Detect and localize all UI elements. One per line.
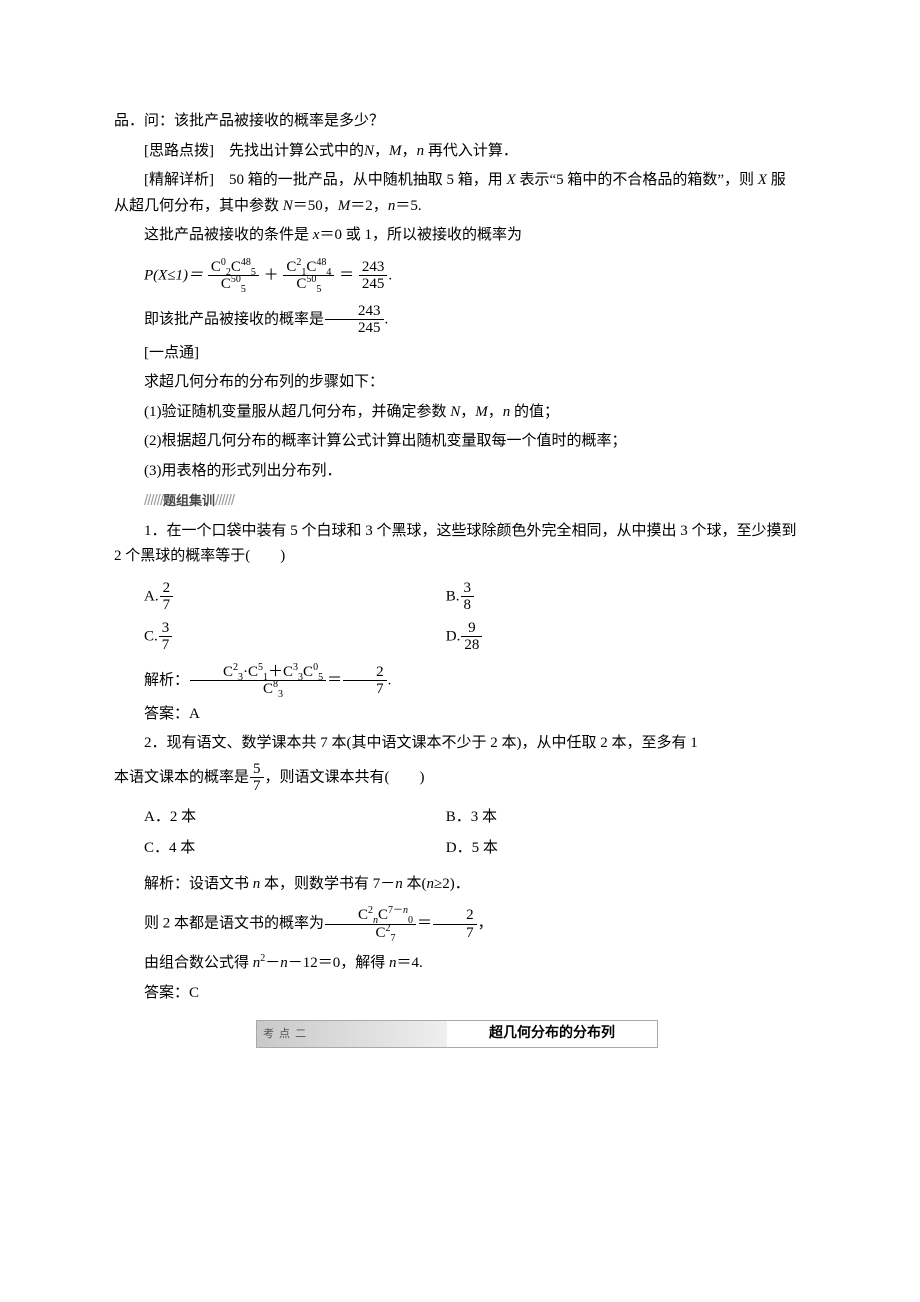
frac1-den: C505 [208, 276, 259, 293]
slashes-left: ////// [144, 492, 163, 509]
q1-options: A.27 C.37 B.38 D.928 [144, 574, 800, 660]
q2-optD: D．5 本 [446, 836, 748, 862]
q1-col-right: B.38 D.928 [446, 574, 748, 660]
q1-expl: 解析： C23·C51＋C33C05 C83 ＝ 2 7 . [114, 664, 800, 698]
formula-frac1: C02C485 C505 [208, 259, 259, 293]
q2-stem-b-pre: 本语文课本的概率是 [114, 769, 249, 785]
q2-optB: B．3 本 [446, 805, 748, 831]
q1-optC: C.37 [144, 620, 446, 654]
note-label: [一点通] [114, 341, 800, 367]
solution-conclusion: 即该批产品被接收的概率是 243 245 . [114, 303, 800, 337]
q1-optB: B.38 [446, 580, 748, 614]
q2-expl2-num: C2nC7－n0 [325, 907, 416, 925]
q2-col-right: B．3 本 D．5 本 [446, 799, 748, 868]
q2-expl2-pre: 则 2 本都是语文书的概率为 [144, 915, 324, 931]
formula-plus: ＋ [264, 267, 279, 283]
q2-stem-a: 2．现有语文、数学课本共 7 本(其中语文课本不少于 2 本)，从中任取 2 本… [114, 731, 800, 757]
q2-stem-b-post: ，则语文课本共有( ) [265, 769, 425, 785]
q1-optA-frac: 27 [160, 580, 174, 614]
q2-optC: C．4 本 [144, 836, 446, 862]
hint-line: [思路点拨] 先找出计算公式中的N，M，n 再代入计算． [114, 139, 800, 165]
q1-optC-pre: C. [144, 628, 158, 644]
drill-label-text: 题组集训 [163, 493, 215, 508]
q2-expl3: 由组合数公式得 n2－n－12＝0，解得 n＝4. [114, 951, 800, 977]
q1-optB-pre: B. [446, 588, 460, 604]
q1-expl-frac: C23·C51＋C33C05 C83 [190, 664, 326, 698]
conclusion-frac: 243 245 [325, 303, 384, 337]
q2-optA: A．2 本 [144, 805, 446, 831]
q2-expl2: 则 2 本都是语文书的概率为 C2nC7－n0 C27 ＝ 2 7 ， [114, 907, 800, 941]
section-right: 超几何分布的分布列 [447, 1021, 657, 1047]
q1-col-left: A.27 C.37 [144, 574, 446, 660]
solution-formula: P(X≤1)＝ C02C485 C505 ＋ C21C484 C505 ＝ 24… [144, 259, 800, 293]
result-den: 245 [359, 276, 388, 293]
q1-optB-frac: 38 [461, 580, 475, 614]
frac2-den: C505 [283, 276, 334, 293]
q2-expl2-eq: ＝ [417, 915, 432, 931]
solution-p1: 50 箱的一批产品，从中随机抽取 5 箱，用 X 表示“5 箱中的不合格品的箱数… [114, 172, 786, 214]
q1-optA-pre: A. [144, 588, 159, 604]
solution-p2: 这批产品被接收的条件是 x＝0 或 1，所以被接收的概率为 [114, 223, 800, 249]
q2-stem-b-frac: 57 [250, 761, 264, 795]
conclusion-tail: . [385, 311, 389, 327]
formula-eq: ＝ [339, 267, 354, 283]
q2-expl2-tail: ， [478, 915, 493, 931]
section-bar: 考 点 二 超几何分布的分布列 [256, 1020, 658, 1048]
q2-col-left: A．2 本 C．4 本 [144, 799, 446, 868]
note-s2: (2)根据超几何分布的概率计算公式计算出随机变量取每一个值时的概率； [114, 429, 800, 455]
conclusion-pre: 即该批产品被接收的概率是 [144, 311, 324, 327]
q1-optD-frac: 928 [461, 620, 482, 654]
q2-expl2-rfrac: 2 7 [433, 907, 477, 941]
q1-expl-tail: . [388, 672, 392, 688]
q1-optD-pre: D. [446, 628, 461, 644]
q1-optC-frac: 37 [159, 620, 173, 654]
formula-result: 243 245 [359, 259, 388, 293]
top-fragment: 品．问：该批产品被接收的概率是多少？ [114, 109, 800, 135]
q1-expl-den: C83 [190, 681, 326, 698]
q1-expl-num: C23·C51＋C33C05 [190, 664, 326, 682]
q1-ans: 答案：A [114, 702, 800, 728]
conclusion-den: 245 [325, 320, 384, 337]
q2-stem-b: 本语文课本的概率是57，则语文课本共有( ) [114, 761, 800, 795]
q2-expl1: 解析：设语文书 n 本，则数学书有 7－n 本(n≥2)． [114, 872, 800, 898]
q2-expl2-den: C27 [325, 925, 416, 942]
note-s1: (1)验证随机变量服从超几何分布，并确定参数 N，M，n 的值； [114, 400, 800, 426]
q2-expl2-frac: C2nC7－n0 C27 [325, 907, 416, 941]
hint-label: [思路点拨] [144, 143, 214, 159]
slashes-right: ////// [215, 492, 234, 509]
formula-frac2: C21C484 C505 [283, 259, 334, 293]
formula-prefix: P(X≤1)＝ [144, 267, 203, 283]
q1-expl-eq: ＝ [327, 672, 342, 688]
hint-text: 先找出计算公式中的N，M，n 再代入计算． [214, 143, 518, 159]
conclusion-num: 243 [325, 303, 384, 321]
q2-options: A．2 本 C．4 本 B．3 本 D．5 本 [144, 799, 800, 868]
drill-label: //////题组集训////// [114, 488, 800, 515]
q1-expl-rfrac: 2 7 [343, 664, 387, 698]
formula-tail: . [388, 267, 392, 283]
note-lead: 求超几何分布的分布列的步骤如下： [114, 370, 800, 396]
q1-optA: A.27 [144, 580, 446, 614]
q2-ans: 答案：C [114, 981, 800, 1007]
solution-label: [精解详析] [144, 172, 214, 188]
q1-optD: D.928 [446, 620, 748, 654]
section-left: 考 点 二 [257, 1021, 447, 1047]
note-s3: (3)用表格的形式列出分布列． [114, 459, 800, 485]
q1-expl-pre: 解析： [144, 672, 189, 688]
solution-p1-wrap: [精解详析] 50 箱的一批产品，从中随机抽取 5 箱，用 X 表示“5 箱中的… [114, 168, 800, 219]
q1-stem: 1．在一个口袋中装有 5 个白球和 3 个黑球，这些球除颜色外完全相同，从中摸出… [114, 519, 800, 570]
result-num: 243 [359, 259, 388, 277]
